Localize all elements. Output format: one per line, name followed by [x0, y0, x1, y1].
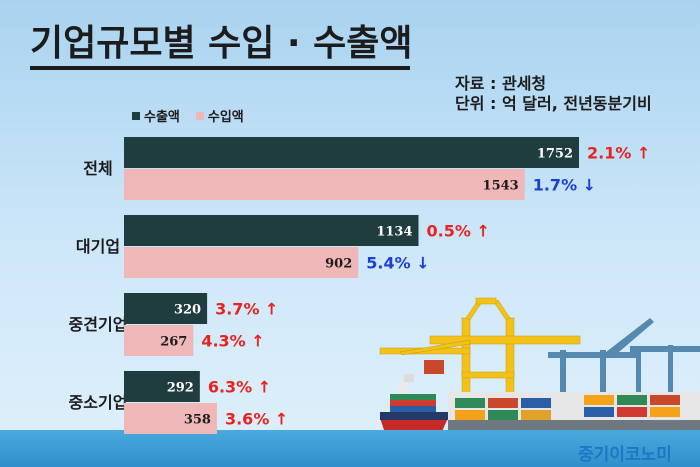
bar-export: [124, 293, 208, 324]
sea: [0, 430, 700, 467]
change-label-export: 3.7% ↑: [215, 300, 278, 319]
category-label: 중소기업: [69, 393, 128, 412]
page-title: 기업규모별 수입 · 수출액: [30, 23, 413, 64]
source-note: 자료 : 관세청: [455, 74, 547, 93]
bar-export: [124, 215, 419, 246]
data-label-export: 1752: [537, 147, 573, 162]
category-label: 중견기업: [69, 315, 128, 334]
category-label: 전체: [83, 159, 112, 178]
bar-import: [124, 247, 359, 278]
data-label-export: 320: [174, 303, 201, 318]
change-label-import: 3.6% ↑: [225, 410, 288, 429]
data-label-import: 1543: [483, 179, 519, 194]
chart-legend: 수출액 수입액: [132, 106, 244, 125]
bar-import: [124, 325, 194, 356]
legend-label-import: 수입액: [207, 110, 244, 125]
bar-import: [124, 403, 217, 434]
change-label-import: 5.4% ↓: [366, 254, 429, 273]
title-underline: [30, 66, 410, 70]
brand-logo-text: 중기이코노미: [578, 445, 672, 465]
data-label-import: 902: [325, 257, 352, 272]
data-label-export: 292: [167, 381, 194, 396]
legend-swatch-export: [132, 111, 140, 120]
change-label-export: 0.5% ↑: [427, 222, 490, 241]
bar-export: [124, 371, 200, 402]
data-label-import: 358: [184, 413, 211, 428]
change-label-import: 4.3% ↑: [201, 332, 264, 351]
legend-item-export: 수출액: [132, 106, 180, 125]
legend-label-export: 수출액: [144, 110, 180, 125]
change-label-import: 1.7% ↓: [533, 176, 596, 195]
change-label-export: 6.3% ↑: [208, 378, 271, 397]
data-label-export: 1134: [376, 225, 412, 240]
bar-import: [124, 169, 525, 200]
unit-note: 단위 : 억 달러, 전년동분기비: [455, 94, 652, 113]
legend-swatch-import: [195, 111, 204, 120]
bar-export: [124, 137, 579, 168]
category-label: 대기업: [76, 237, 120, 256]
change-label-export: 2.1% ↑: [587, 144, 650, 163]
legend-item-import: 수입액: [195, 106, 244, 125]
data-label-import: 267: [160, 335, 187, 350]
